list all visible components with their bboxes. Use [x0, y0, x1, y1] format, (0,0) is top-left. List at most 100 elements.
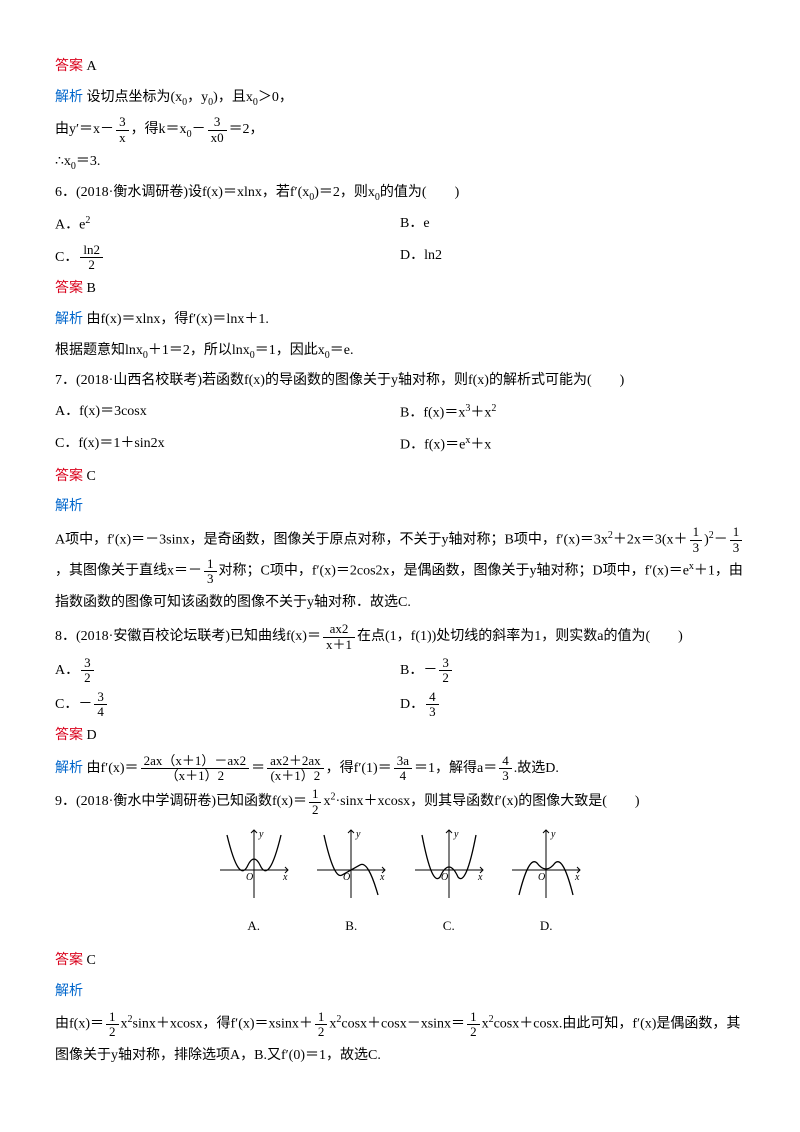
text: ＋2x＝3(x＋ — [613, 532, 688, 547]
graph-label-a: A. — [215, 914, 293, 939]
answer-label: 答案 — [55, 953, 83, 968]
graph-label-c: C. — [410, 914, 488, 939]
text: ＝1，解得a＝ — [414, 761, 497, 776]
text: .故选D. — [514, 761, 559, 776]
fraction: 3x0 — [208, 115, 227, 145]
svg-text:O: O — [343, 872, 350, 883]
fraction: 13 — [204, 557, 217, 587]
text: )，且x — [213, 90, 253, 105]
question-stem: 7．(2018·山西名校联考)若函数f(x)的导函数的图像关于y轴对称，则f(x… — [55, 368, 745, 395]
explain-label: 解析 — [55, 761, 83, 776]
text: 由f(x)＝ — [55, 1017, 104, 1032]
explain-label-row: 解析 — [55, 494, 745, 521]
text: ＝1，因此x — [255, 343, 325, 358]
graph-label-d: D. — [507, 914, 585, 939]
graph-c: y x O — [410, 825, 488, 903]
text: ∴x — [55, 154, 71, 169]
text: ＋1＝2，所以lnx — [148, 343, 250, 358]
option-d: D．43 — [400, 690, 745, 720]
option-c: C．－34 — [55, 690, 400, 720]
text: )＝2，则x — [314, 185, 375, 200]
explanation-block: 解析 由f(x)＝xlnx，得f′(x)＝lnx＋1. — [55, 307, 745, 334]
answer-label: 答案 — [55, 728, 83, 743]
text: ＝3. — [76, 154, 101, 169]
text: 6．(2018·衡水调研卷)设f(x)＝xlnx，若f′(x — [55, 185, 309, 200]
text: x — [121, 1017, 128, 1032]
text: 的值为( ) — [380, 185, 459, 200]
option-d: D．f(x)＝ex＋x — [400, 431, 745, 459]
fraction: 13 — [690, 525, 703, 555]
option-b: B．－32 — [400, 656, 745, 686]
text: ，得f′(1)＝ — [326, 761, 392, 776]
text: A项中，f′(x)＝－3sinx，是奇函数，图像关于原点对称，不关于y轴对称；B… — [55, 532, 608, 547]
graph-b: y x O — [312, 825, 390, 903]
fraction: ax2x＋1 — [323, 622, 355, 652]
question-stem: 6．(2018·衡水调研卷)设f(x)＝xlnx，若f′(x0)＝2，则x0的值… — [55, 180, 745, 207]
text: ＞0， — [258, 90, 293, 105]
text: ·sinx＋xcosx，则其导函数f′(x)的图像大致是( ) — [335, 794, 639, 809]
text: － — [192, 122, 206, 137]
text: 根据题意知lnx — [55, 343, 143, 358]
answer-block: 答案 D — [55, 723, 745, 750]
option-row: C．－34 D．43 — [55, 690, 745, 720]
answer-value: C — [87, 953, 96, 968]
fraction: 43 — [499, 754, 512, 784]
text: ＝2， — [229, 122, 264, 137]
fraction: 13 — [730, 525, 743, 555]
option-c: C．f(x)＝1＋sin2x — [55, 431, 400, 459]
answer-value: D — [87, 728, 97, 743]
graph-a: y x O — [215, 825, 293, 903]
fraction: 12 — [106, 1010, 119, 1040]
option-row: A．e2 B．e — [55, 211, 745, 239]
option-row: C．f(x)＝1＋sin2x D．f(x)＝ex＋x — [55, 431, 745, 459]
svg-text:O: O — [441, 872, 448, 883]
option-row: C．ln22 D．ln2 — [55, 243, 745, 273]
svg-text:x: x — [574, 872, 580, 883]
text: ＝e. — [330, 343, 354, 358]
text: ，得k＝x — [131, 122, 187, 137]
question-stem: 9．(2018·衡水中学调研卷)已知函数f(x)＝12x2·sinx＋xcosx… — [55, 787, 745, 817]
svg-text:x: x — [379, 872, 385, 883]
graph-label-b: B. — [312, 914, 390, 939]
sup: 2 — [491, 403, 496, 414]
fraction: 12 — [309, 787, 322, 817]
svg-text:O: O — [246, 872, 253, 883]
question-stem: 8．(2018·安徽百校论坛联考)已知曲线f(x)＝ax2x＋1在点(1，f(1… — [55, 622, 745, 652]
explain-label: 解析 — [55, 90, 83, 105]
option-a: A．32 — [55, 656, 400, 686]
text: 由y′＝x－ — [55, 122, 114, 137]
text: 在点(1，f(1))处切线的斜率为1，则实数a的值为( ) — [357, 629, 683, 644]
fraction: 2ax（x＋1）－ax2（x＋1）2 — [141, 754, 250, 784]
fraction: ax2＋2ax(x＋1）2 — [267, 754, 324, 784]
option-a: A．e2 — [55, 211, 400, 239]
answer-label: 答案 — [55, 469, 83, 484]
text: x — [482, 1017, 489, 1032]
svg-text:x: x — [477, 872, 483, 883]
explain-label: 解析 — [55, 312, 83, 327]
explain-label-row: 解析 — [55, 979, 745, 1006]
answer-label: 答案 — [55, 59, 83, 74]
text: 由f′(x)＝ — [87, 761, 139, 776]
svg-text:y: y — [550, 829, 556, 840]
text: 由f(x)＝xlnx，得f′(x)＝lnx＋1. — [87, 312, 269, 327]
svg-text:y: y — [258, 829, 264, 840]
answer-label: 答案 — [55, 281, 83, 296]
answer-block: 答案 C — [55, 948, 745, 975]
text: 设切点坐标为(x — [87, 90, 183, 105]
explanation-line: 由y′＝x－3x，得k＝x0－3x0＝2， — [55, 115, 745, 145]
answer-value: B — [87, 281, 96, 296]
text: sinx＋xcosx，得f′(x)＝xsinx＋ — [133, 1017, 313, 1032]
option-d: D．ln2 — [400, 243, 745, 273]
graph-options: y x O y x O y x O y x O A. B. C. D. — [55, 825, 745, 940]
option-row: A．32 B．－32 — [55, 656, 745, 686]
graph-d: y x O — [507, 825, 585, 903]
answer-block: 答案 A — [55, 54, 745, 81]
option-b: B．e — [400, 211, 745, 239]
option-b: B．f(x)＝x3＋x2 — [400, 399, 745, 427]
fraction: 12 — [467, 1010, 480, 1040]
text: ，其图像关于直线x＝－ — [55, 564, 202, 579]
option-row: A．f(x)＝3cosx B．f(x)＝x3＋x2 — [55, 399, 745, 427]
svg-text:y: y — [355, 829, 361, 840]
svg-text:y: y — [453, 829, 459, 840]
answer-block: 答案 C — [55, 464, 745, 491]
